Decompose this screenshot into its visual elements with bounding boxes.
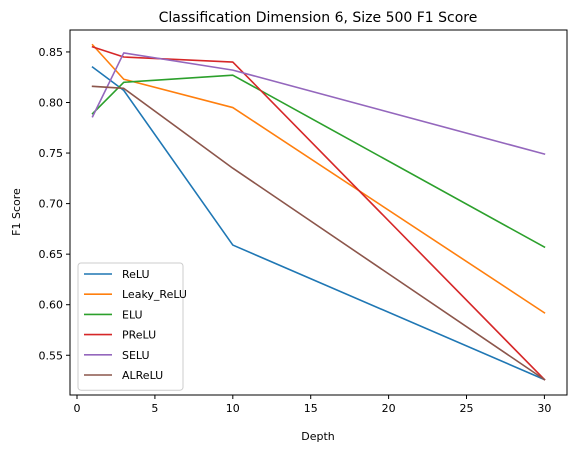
- series-line-prelu: [91, 45, 546, 381]
- series-line-alrelu: [91, 85, 546, 381]
- x-tick-label: 5: [151, 402, 158, 415]
- plot-frame: [69, 29, 568, 396]
- y-axis-label: F1 Score: [10, 188, 23, 236]
- x-axis-label: Depth: [301, 430, 335, 443]
- legend-label: PReLU: [122, 329, 156, 342]
- legend-label: ReLU: [122, 268, 150, 281]
- series-line-elu: [91, 74, 546, 249]
- y-tick-label: 0.80: [39, 96, 64, 109]
- chart-title: Classification Dimension 6, Size 500 F1 …: [159, 10, 478, 26]
- legend-label: SELU: [122, 349, 150, 362]
- series-line-selu: [91, 52, 546, 156]
- series-line-leaky-relu: [91, 43, 546, 314]
- legend: ReLU Leaky_ReLU ELU PReLU SELU ALReLU: [77, 262, 187, 391]
- y-axis: 0.55 0.60 0.65 0.70 0.75 0.80 0.85: [39, 46, 70, 362]
- x-tick-label: 0: [74, 402, 81, 415]
- y-tick-label: 0.75: [39, 147, 64, 160]
- y-tick-label: 0.55: [39, 349, 64, 362]
- legend-label: ELU: [122, 308, 143, 321]
- y-tick-label: 0.65: [39, 248, 64, 261]
- legend-label: ALReLU: [122, 369, 163, 382]
- x-tick-label: 10: [226, 402, 240, 415]
- legend-label: Leaky_ReLU: [122, 288, 187, 301]
- x-axis: 0 5 10 15 20 25 30: [74, 395, 551, 415]
- plot-area: [91, 43, 546, 381]
- y-tick-label: 0.70: [39, 198, 64, 211]
- y-tick-label: 0.60: [39, 299, 64, 312]
- x-tick-label: 15: [304, 402, 318, 415]
- y-tick-label: 0.85: [39, 46, 64, 59]
- x-tick-label: 20: [382, 402, 396, 415]
- x-tick-label: 30: [537, 402, 551, 415]
- series-line-relu: [91, 65, 546, 381]
- x-tick-label: 25: [460, 402, 474, 415]
